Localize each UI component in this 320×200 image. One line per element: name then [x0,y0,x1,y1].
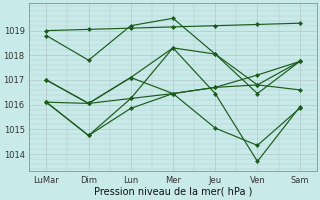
X-axis label: Pression niveau de la mer( hPa ): Pression niveau de la mer( hPa ) [94,187,252,197]
